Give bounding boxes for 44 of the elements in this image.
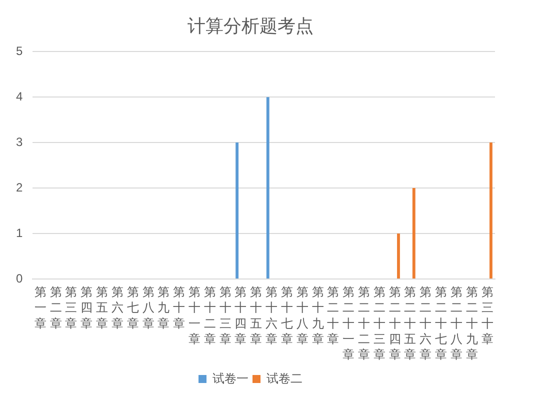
- x-tick-label: 第九章: [158, 285, 170, 330]
- x-tick-label: 第七章: [126, 285, 139, 330]
- x-tick-label: 第十五章: [250, 285, 262, 346]
- x-tick-label: 第十六章: [266, 285, 278, 346]
- x-tick-label: 第十七章: [280, 285, 293, 346]
- bar: [489, 142, 492, 278]
- x-tick-label: 第二十七章: [435, 285, 448, 362]
- x-tick-label: 第十三章: [219, 285, 232, 346]
- x-tick-label: 第二十章: [327, 285, 340, 346]
- x-tick-label: 第二十四章: [388, 285, 401, 362]
- x-tick-label: 第四章: [80, 285, 93, 330]
- y-tick-label: 3: [16, 134, 23, 149]
- x-tick-label: 第八章: [142, 285, 154, 330]
- y-tick-label: 0: [16, 271, 23, 286]
- x-tick-label: 第一章: [34, 285, 46, 330]
- y-tick-label: 1: [16, 226, 23, 240]
- x-tick-label: 第二十二章: [358, 285, 370, 362]
- x-tick-label: 第二章: [50, 285, 62, 330]
- x-tick-label: 第三十章: [481, 285, 494, 346]
- x-tick-label: 第二十六章: [420, 285, 432, 362]
- x-tick-label: 第十章: [173, 285, 186, 330]
- y-tick-label: 5: [16, 44, 23, 58]
- x-tick-label: 第二十一章: [342, 285, 355, 362]
- x-tick-label: 第三章: [65, 285, 78, 330]
- x-tick-label: 第十二章: [204, 285, 216, 346]
- x-tick-label: 第二十九章: [466, 285, 478, 362]
- y-tick-label: 2: [16, 180, 23, 194]
- bar: [397, 234, 400, 278]
- legend-label: 试卷一: [212, 371, 248, 386]
- x-tick-label: 第六章: [111, 285, 124, 330]
- chart-title: 计算分析题考点: [188, 16, 314, 36]
- x-tick-label: 第二十五章: [404, 285, 416, 362]
- x-tick-label: 第二十三章: [373, 285, 386, 362]
- y-tick-label: 4: [16, 89, 23, 104]
- legend-label: 试卷二: [266, 371, 302, 386]
- x-tick-label: 第十四章: [234, 285, 247, 346]
- x-tick-label: 第十九章: [312, 285, 324, 346]
- x-tick-label: 第十八章: [296, 285, 308, 346]
- x-tick-label: 第五章: [96, 285, 108, 330]
- x-tick-label: 第二十八章: [450, 285, 462, 362]
- bar: [412, 188, 416, 278]
- bar: [266, 97, 270, 278]
- bar: [236, 142, 239, 278]
- x-tick-label: 第十一章: [188, 285, 200, 346]
